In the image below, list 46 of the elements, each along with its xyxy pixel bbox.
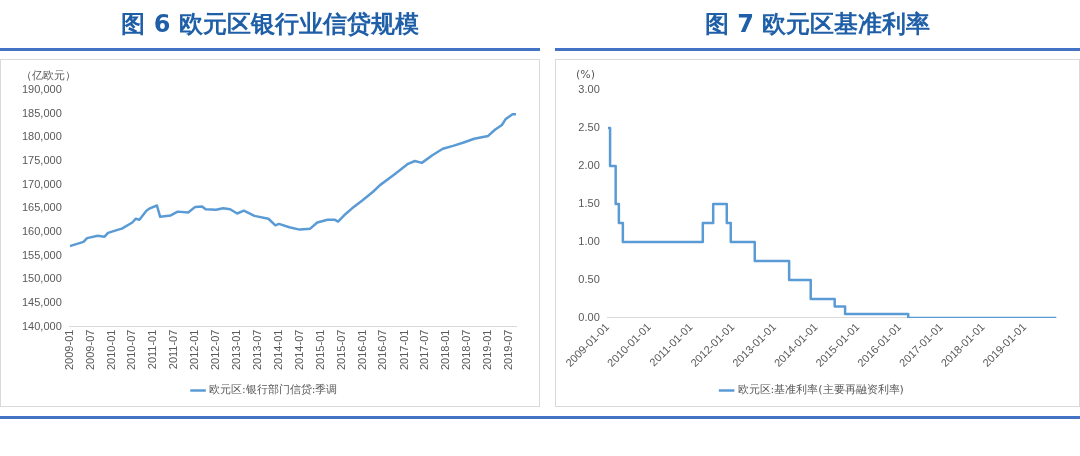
y-tick-label: 2.00 <box>578 158 600 171</box>
y-tick-label: 3.00 <box>578 83 600 96</box>
legend-label: 欧元区:银行部门信贷:季调 <box>209 383 338 397</box>
x-tick-label: 2011-07 <box>167 329 180 370</box>
y-tick-label: 0.00 <box>578 310 600 323</box>
x-tick-label: 2015-01 <box>313 329 326 371</box>
y-tick-label: 175,000 <box>22 154 62 167</box>
x-tick-label: 2011-01 <box>146 329 159 370</box>
x-tick-label: 2016-07 <box>376 329 389 371</box>
y-tick-label: 165,000 <box>22 201 62 214</box>
x-tick-label: 2014-07 <box>292 329 305 371</box>
x-tick-label: 2016-01 <box>355 329 368 371</box>
y-tick-label: 160,000 <box>22 225 62 238</box>
x-tick-label: 2018-07 <box>460 329 473 371</box>
chart-title: 图 6 欧元区银行业信贷规模 <box>0 0 540 51</box>
x-tick-label: 2013-07 <box>250 329 263 371</box>
y-tick-label: 2.50 <box>578 121 600 134</box>
x-tick-label: 2017-01 <box>397 329 410 371</box>
y-axis-title: (%) <box>576 68 596 81</box>
x-tick-label: 2010-07 <box>125 329 138 371</box>
y-tick-label: 140,000 <box>22 319 62 332</box>
y-tick-label: 0.50 <box>578 272 600 285</box>
x-tick-label: 2015-07 <box>334 329 347 371</box>
y-tick-label: 190,000 <box>22 83 62 96</box>
x-tick-label: 2009-01 <box>62 329 75 371</box>
y-tick-label: 145,000 <box>22 296 62 308</box>
y-tick-label: 170,000 <box>22 177 62 190</box>
y-tick-label: 185,000 <box>22 106 62 119</box>
x-tick-label: 2019-07 <box>501 329 514 371</box>
x-tick-label: 2010-01 <box>104 329 117 371</box>
legend-label: 欧元区:基准利率(主要再融资利率) <box>737 383 904 397</box>
y-tick-label: 180,000 <box>22 130 62 143</box>
y-axis-title: （亿欧元） <box>21 68 76 83</box>
x-tick-label: 2017-07 <box>418 329 431 371</box>
x-tick-label: 2019-01 <box>481 329 494 371</box>
y-tick-label: 150,000 <box>22 272 62 285</box>
x-tick-label: 2013-01 <box>230 329 243 371</box>
x-tick-label: 2014-01 <box>271 329 284 371</box>
x-tick-label: 2012-07 <box>209 329 222 371</box>
y-tick-label: 1.50 <box>578 196 600 209</box>
y-tick-label: 155,000 <box>22 248 62 261</box>
y-tick-label: 1.00 <box>578 234 600 247</box>
x-tick-label: 2018-01 <box>439 329 452 371</box>
chart-title: 图 7 欧元区基准利率 <box>555 0 1080 51</box>
x-tick-label: 2009-07 <box>83 329 96 371</box>
x-tick-label: 2012-01 <box>188 329 201 371</box>
